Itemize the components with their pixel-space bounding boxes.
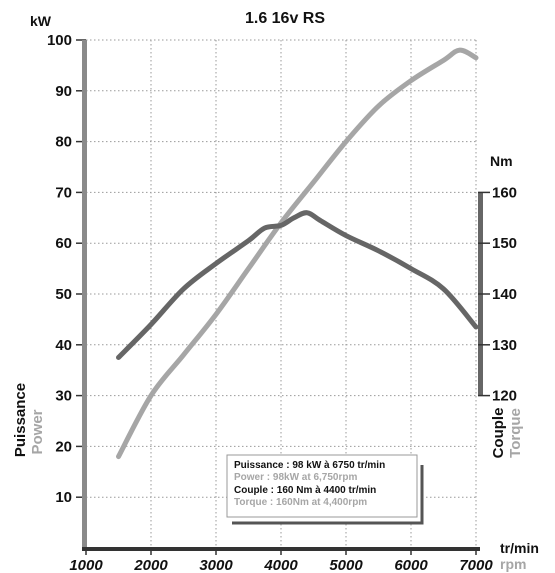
left-tick-label-10: 10 [55,489,72,506]
left-axis-label-primary: Puissance [12,383,29,457]
chart-title: 1.6 16v RS [245,10,325,27]
axes: 10 20 30 40 50 60 70 80 90 100 1000 2000 3000 4000 500… [47,32,517,573]
right-axis-unit: Nm [490,153,513,169]
power-curve [116,47,479,460]
x-tick-label-3000: 3000 [199,557,233,573]
legend-line-power-fr: Puissance : 98 kW à 6750 tr/min [234,460,385,471]
right-tick-label-120: 120 [492,388,517,405]
x-axis-unit-primary: tr/min [500,540,539,556]
left-tick-label-30: 30 [55,388,72,405]
grid [86,39,477,548]
left-tick-label-100: 100 [47,32,72,49]
legend-box-border [226,454,418,518]
right-tick-label-160: 160 [492,184,517,201]
x-tick-label-4000: 4000 [263,557,298,573]
left-axis-label-secondary: Power [29,409,46,454]
right-axis-label-secondary: Torque [507,408,524,458]
torque-curve [116,210,479,360]
left-tick-label-70: 70 [55,184,72,201]
left-tick-label-50: 50 [55,286,72,303]
legend-line-torque-en: Torque : 160Nm at 4,400rpm [234,497,367,508]
x-tick-label-5000: 5000 [329,557,363,573]
right-tick-label-140: 140 [492,286,517,303]
left-tick-label-80: 80 [55,134,72,151]
left-tick-label-60: 60 [55,235,72,252]
series [116,47,479,460]
x-tick-label-1000: 1000 [69,557,103,573]
legend-line-power-en: Power : 98kW at 6,750rpm [234,472,357,483]
right-axis-label-primary: Couple [490,408,507,459]
x-tick-label-6000: 6000 [394,557,428,573]
left-axis-unit: kW [30,13,52,29]
legend-box-shadow [232,465,424,525]
x-axis-unit-secondary: rpm [500,556,526,572]
left-axis-line [82,40,87,548]
legend-line-torque-fr: Couple : 160 Nm à 4400 tr/min [234,485,376,496]
right-tick-label-150: 150 [492,235,517,252]
left-tick-label-40: 40 [55,337,72,354]
x-tick-label-2000: 2000 [133,557,168,573]
x-tick-label-7000: 7000 [459,557,493,573]
left-tick-label-90: 90 [55,83,72,100]
x-axis-line [82,547,480,551]
right-tick-label-130: 130 [492,337,517,354]
left-tick-label-20: 20 [55,438,72,455]
legend: Puissance : 98 kW à 6750 tr/min Power : … [226,454,424,525]
